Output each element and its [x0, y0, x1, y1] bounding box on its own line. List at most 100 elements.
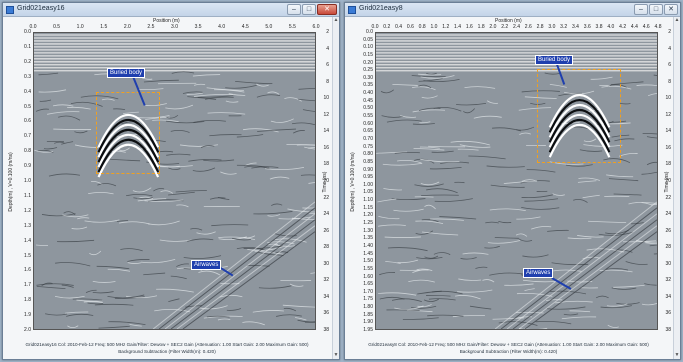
- y-axis-right-title: Time (ns): [322, 171, 328, 193]
- y-tick-label: 1.60: [363, 273, 373, 280]
- buried-body-label: Buried body: [535, 55, 574, 65]
- vertical-scrollbar[interactable]: ▲ ▼: [332, 17, 339, 359]
- radargram-window-right[interactable]: Grid021easy8 – □ ✕ Position (m) 0.0 0.2 0.…: [344, 2, 681, 360]
- y-tick-label: 30: [665, 260, 671, 267]
- x-tick-label: 0.5: [53, 24, 61, 30]
- airwaves-label: Airwaves: [191, 260, 222, 270]
- x-tick-label: 2.0: [123, 24, 131, 30]
- x-tick-label: 0.0: [371, 24, 379, 30]
- y-tick-label: 24: [665, 211, 671, 218]
- x-tick-label: 1.4: [454, 24, 462, 30]
- y-tick-label: 14: [665, 128, 671, 135]
- scroll-up-icon[interactable]: ▲: [674, 17, 680, 23]
- y-tick-label: 0.1: [24, 43, 31, 50]
- x-tick-label: 4.4: [630, 24, 638, 30]
- x-tick-label: 4.0: [218, 24, 226, 30]
- y-tick-label: 18: [323, 161, 329, 168]
- y-tick-label: 10: [665, 95, 671, 102]
- y-tick-label: 32: [665, 277, 671, 284]
- y-tick-label: 0.20: [363, 59, 373, 66]
- x-tick-label: 2.5: [147, 24, 155, 30]
- x-tick-label: 1.0: [76, 24, 84, 30]
- airwaves-label: Airwaves: [523, 268, 554, 278]
- y-tick-label: 1.30: [363, 227, 373, 234]
- x-tick-label: 2.2: [501, 24, 509, 30]
- y-tick-label: 16: [665, 144, 671, 151]
- x-tick-label: 1.8: [477, 24, 485, 30]
- scroll-down-icon[interactable]: ▼: [333, 352, 339, 358]
- y-tick-label: 0.25: [363, 67, 373, 74]
- x-axis-ticks: 0.0 0.5 1.0 1.5 2.0 2.5 3.0 3.5 4.0 4.5 5.0 5.5 6.0: [29, 24, 320, 31]
- y-tick-label: 34: [665, 293, 671, 300]
- y-tick-label: 38: [665, 327, 671, 333]
- maximize-button[interactable]: □: [649, 4, 663, 15]
- window-title: Grid021easy16: [17, 5, 65, 12]
- y-tick-label: 18: [665, 161, 671, 168]
- radargram-footer: Grid021easy8 Col: 2010-Feb-12 Freq: 500 …: [345, 341, 672, 357]
- buried-body-highlight-box: [96, 92, 160, 174]
- y-tick-label: 0.35: [363, 82, 373, 89]
- y-tick-label: 16: [323, 144, 329, 151]
- y-tick-label: 1.65: [363, 281, 373, 288]
- y-tick-label: 8: [668, 78, 671, 85]
- radargram-image: [34, 33, 315, 329]
- maximize-button[interactable]: □: [302, 4, 316, 15]
- y-tick-label: 1.6: [24, 267, 31, 274]
- scroll-down-icon[interactable]: ▼: [674, 352, 680, 358]
- radargram-plot[interactable]: [33, 32, 316, 330]
- x-axis-ticks: 0.0 0.2 0.4 0.6 0.8 1.0 1.2 1.4 1.6 1.8 2.0 2.2 2.4 2…: [371, 24, 662, 31]
- y-tick-label: 8: [326, 78, 329, 85]
- y-tick-label: 36: [323, 310, 329, 317]
- x-tick-label: 0.0: [29, 24, 37, 30]
- x-tick-label: 5.0: [265, 24, 273, 30]
- y-axis-left-title: Depth(m) , V=0.100 (m/ns): [8, 152, 14, 212]
- y-tick-label: 12: [323, 111, 329, 118]
- radargram-plot[interactable]: [375, 32, 658, 330]
- y-tick-label: 0.70: [363, 135, 373, 142]
- x-tick-label: 3.4: [571, 24, 579, 30]
- y-tick-label: 1.1: [24, 192, 31, 199]
- footer-filter: Background Subtraction (Filter Width(m):…: [118, 349, 216, 354]
- x-axis-title: Position (m): [153, 18, 180, 24]
- x-tick-label: 4.8: [654, 24, 662, 30]
- y-tick-label: 1.00: [363, 181, 373, 188]
- y-tick-label: 6: [326, 62, 329, 69]
- y-tick-label: 20: [665, 178, 671, 184]
- y-tick-label: 0.40: [363, 90, 373, 97]
- x-tick-label: 2.6: [524, 24, 532, 30]
- close-button[interactable]: ✕: [664, 4, 678, 15]
- x-tick-label: 3.5: [194, 24, 202, 30]
- y-axis-right-ticks: 2 4 6 8 10 12 14 16 18 20 22 24 26 28 30 32 34 36 38: [319, 29, 329, 333]
- radargram-image: [376, 33, 657, 329]
- x-tick-label: 0.4: [395, 24, 403, 30]
- y-tick-label: 1.80: [363, 304, 373, 311]
- title-bar[interactable]: Grid021easy8 – □ ✕: [345, 3, 680, 17]
- minimize-button[interactable]: –: [634, 4, 648, 15]
- y-tick-label: 1.8: [24, 297, 31, 304]
- close-button[interactable]: ✕: [317, 4, 337, 15]
- radargram-window-left[interactable]: Grid021easy16 – □ ✕ Position (m) 0.0 0.5 1…: [2, 2, 340, 360]
- title-bar[interactable]: Grid021easy16 – □ ✕: [3, 3, 339, 17]
- y-tick-label: 0.05: [363, 36, 373, 43]
- y-tick-label: 1.3: [24, 222, 31, 229]
- vertical-scrollbar[interactable]: ▲ ▼: [673, 17, 680, 359]
- y-tick-label: 4: [326, 45, 329, 52]
- buried-body-highlight-box: [537, 69, 621, 163]
- y-tick-label: 0.4: [24, 88, 31, 95]
- scroll-up-icon[interactable]: ▲: [333, 17, 339, 23]
- y-tick-label: 1.4: [24, 237, 31, 244]
- y-tick-label: 24: [323, 211, 329, 218]
- y-tick-label: 1.75: [363, 296, 373, 303]
- x-tick-label: 3.2: [560, 24, 568, 30]
- x-tick-label: 3.8: [595, 24, 603, 30]
- y-tick-label: 28: [665, 244, 671, 251]
- y-tick-label: 26: [665, 227, 671, 234]
- y-tick-label: 0.7: [24, 133, 31, 140]
- minimize-button[interactable]: –: [287, 4, 301, 15]
- x-tick-label: 4.2: [619, 24, 627, 30]
- x-tick-label: 1.0: [430, 24, 438, 30]
- y-tick-label: 1.0: [24, 178, 31, 184]
- y-tick-label: 1.10: [363, 197, 373, 204]
- y-tick-label: 0.50: [363, 105, 373, 112]
- y-tick-label: 0.95: [363, 174, 373, 181]
